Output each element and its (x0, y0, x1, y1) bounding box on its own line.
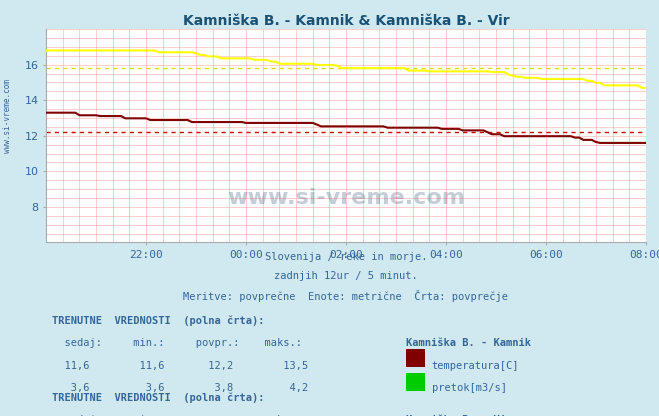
Text: 3,6         3,6        3,8         4,2: 3,6 3,6 3,8 4,2 (52, 383, 308, 393)
Text: temperatura[C]: temperatura[C] (432, 361, 519, 371)
Text: TRENUTNE  VREDNOSTI  (polna črta):: TRENUTNE VREDNOSTI (polna črta): (52, 316, 265, 326)
Text: www.si-vreme.com: www.si-vreme.com (3, 79, 13, 154)
Text: Kamniška B. - Vir: Kamniška B. - Vir (406, 415, 512, 416)
Title: Kamniška B. - Kamnik & Kamniška B. - Vir: Kamniška B. - Kamnik & Kamniška B. - Vir (183, 14, 509, 28)
Text: zadnjih 12ur / 5 minut.: zadnjih 12ur / 5 minut. (274, 271, 418, 281)
Text: TRENUTNE  VREDNOSTI  (polna črta):: TRENUTNE VREDNOSTI (polna črta): (52, 393, 265, 403)
Text: www.si-vreme.com: www.si-vreme.com (227, 188, 465, 208)
Bar (406, 349, 425, 367)
Text: Slovenija / reke in morje.: Slovenija / reke in morje. (265, 252, 427, 262)
Text: sedaj:     min.:     povpr.:    maks.:: sedaj: min.: povpr.: maks.: (52, 415, 302, 416)
Text: Meritve: povprečne  Enote: metrične  Črta: povprečje: Meritve: povprečne Enote: metrične Črta:… (183, 290, 509, 302)
Text: Kamniška B. - Kamnik: Kamniška B. - Kamnik (406, 338, 531, 348)
Bar (406, 373, 425, 391)
Text: pretok[m3/s]: pretok[m3/s] (432, 383, 507, 393)
Text: sedaj:     min.:     povpr.:    maks.:: sedaj: min.: povpr.: maks.: (52, 338, 302, 348)
Text: 11,6        11,6       12,2        13,5: 11,6 11,6 12,2 13,5 (52, 361, 308, 371)
